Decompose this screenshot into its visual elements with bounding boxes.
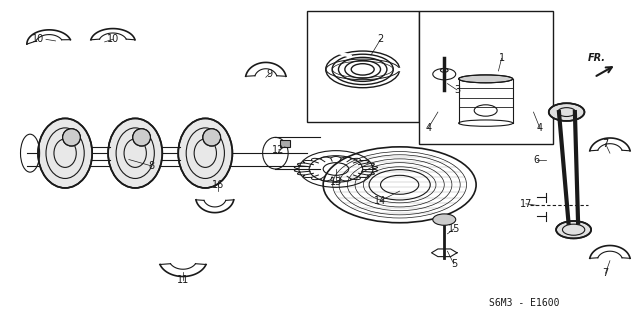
Text: 7: 7 — [602, 268, 609, 278]
Text: 10: 10 — [107, 34, 119, 44]
Ellipse shape — [63, 129, 81, 146]
Text: 4: 4 — [425, 123, 431, 133]
Text: 3: 3 — [454, 85, 460, 95]
Text: 14: 14 — [374, 196, 387, 206]
Text: 12: 12 — [273, 145, 285, 155]
Text: 16: 16 — [212, 180, 224, 190]
Text: 4: 4 — [537, 123, 543, 133]
Ellipse shape — [203, 129, 221, 146]
Text: 5: 5 — [451, 259, 457, 269]
Ellipse shape — [459, 75, 513, 83]
Text: FR.: FR. — [588, 53, 606, 63]
Text: 8: 8 — [148, 161, 154, 171]
Text: 9: 9 — [266, 69, 272, 79]
Ellipse shape — [108, 118, 163, 188]
Text: 7: 7 — [602, 139, 609, 149]
Bar — [307, 11, 419, 122]
Text: 1: 1 — [499, 53, 505, 63]
Bar — [280, 140, 290, 147]
Bar — [419, 11, 553, 144]
Ellipse shape — [178, 118, 232, 188]
Text: 15: 15 — [447, 224, 460, 234]
Text: 13: 13 — [330, 177, 342, 187]
Ellipse shape — [556, 221, 591, 238]
Text: 2: 2 — [378, 34, 383, 44]
Text: 17: 17 — [520, 199, 532, 209]
Text: S6M3 - E1600: S6M3 - E1600 — [489, 298, 559, 308]
Text: 10: 10 — [32, 34, 44, 44]
Circle shape — [433, 214, 456, 225]
Text: 11: 11 — [177, 275, 189, 285]
Circle shape — [548, 103, 584, 121]
Ellipse shape — [38, 118, 92, 188]
Ellipse shape — [132, 129, 150, 146]
Text: 6: 6 — [534, 154, 540, 165]
